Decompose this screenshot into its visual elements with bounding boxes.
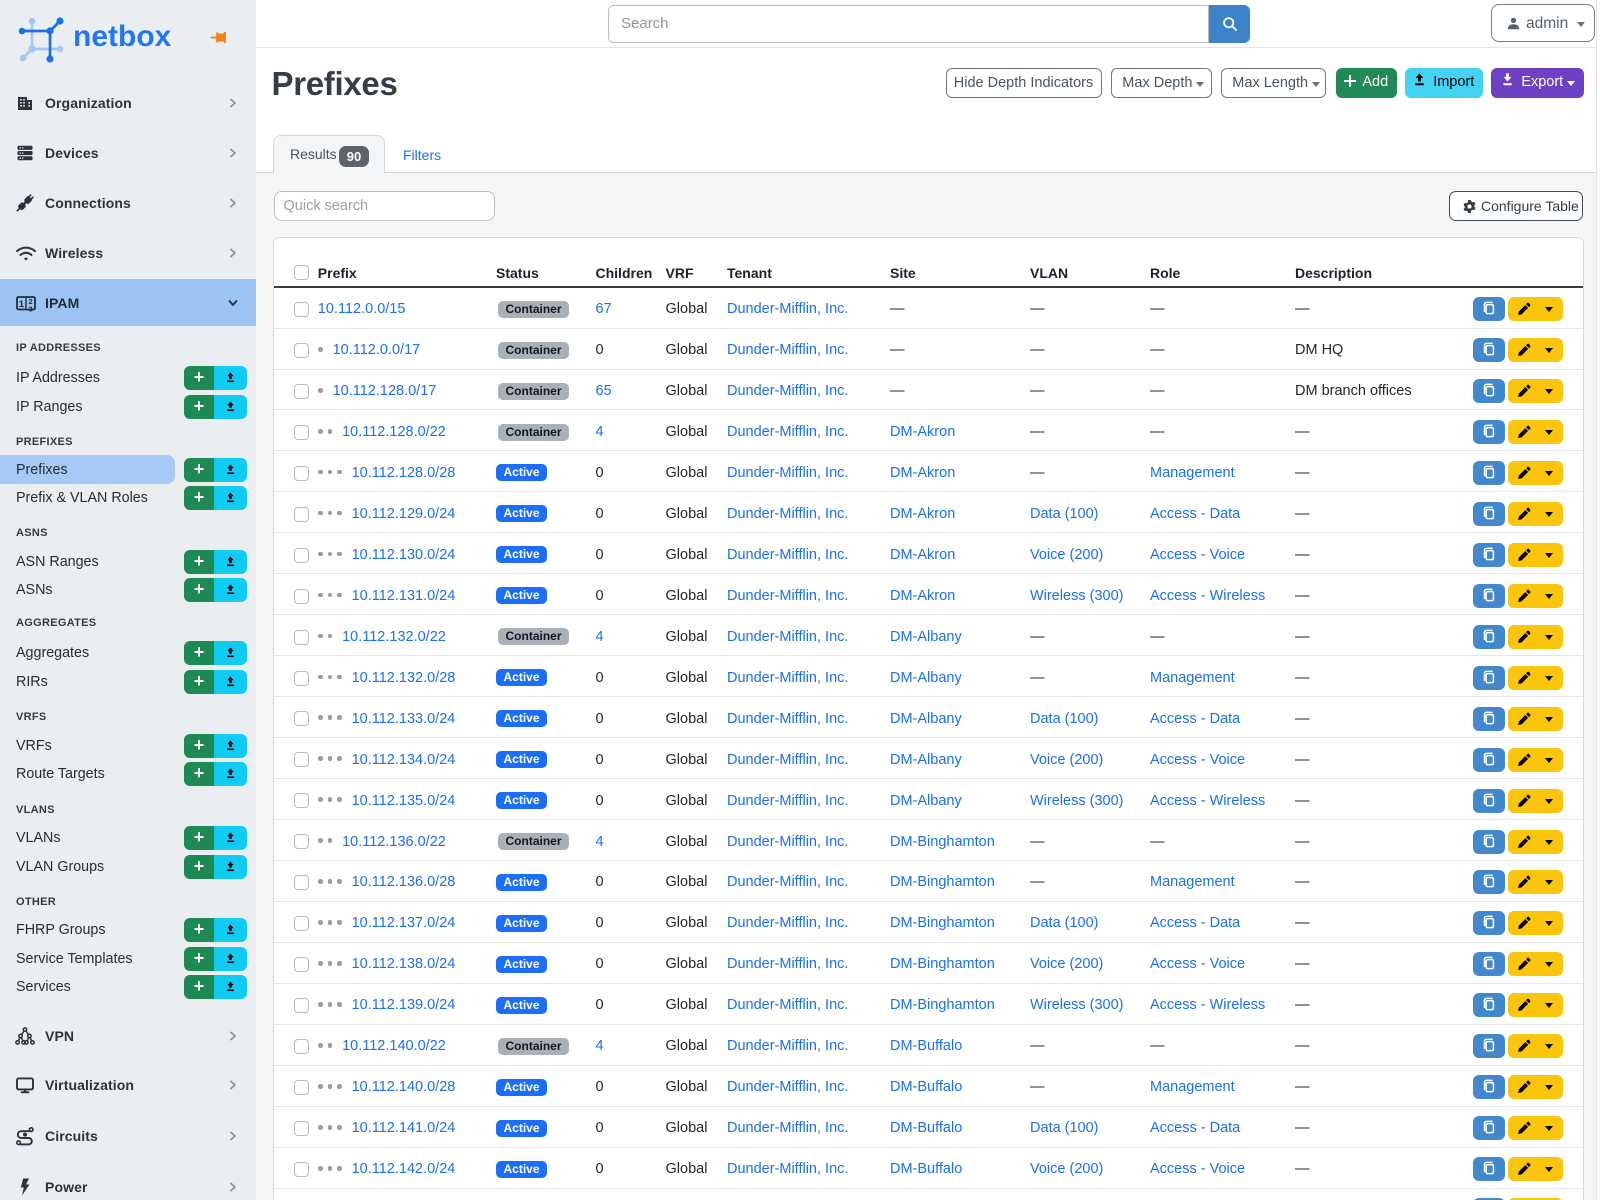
svg-text:2: 2 — [29, 297, 33, 306]
svg-text:3: 3 — [29, 304, 33, 313]
svg-text:1: 1 — [19, 299, 25, 310]
